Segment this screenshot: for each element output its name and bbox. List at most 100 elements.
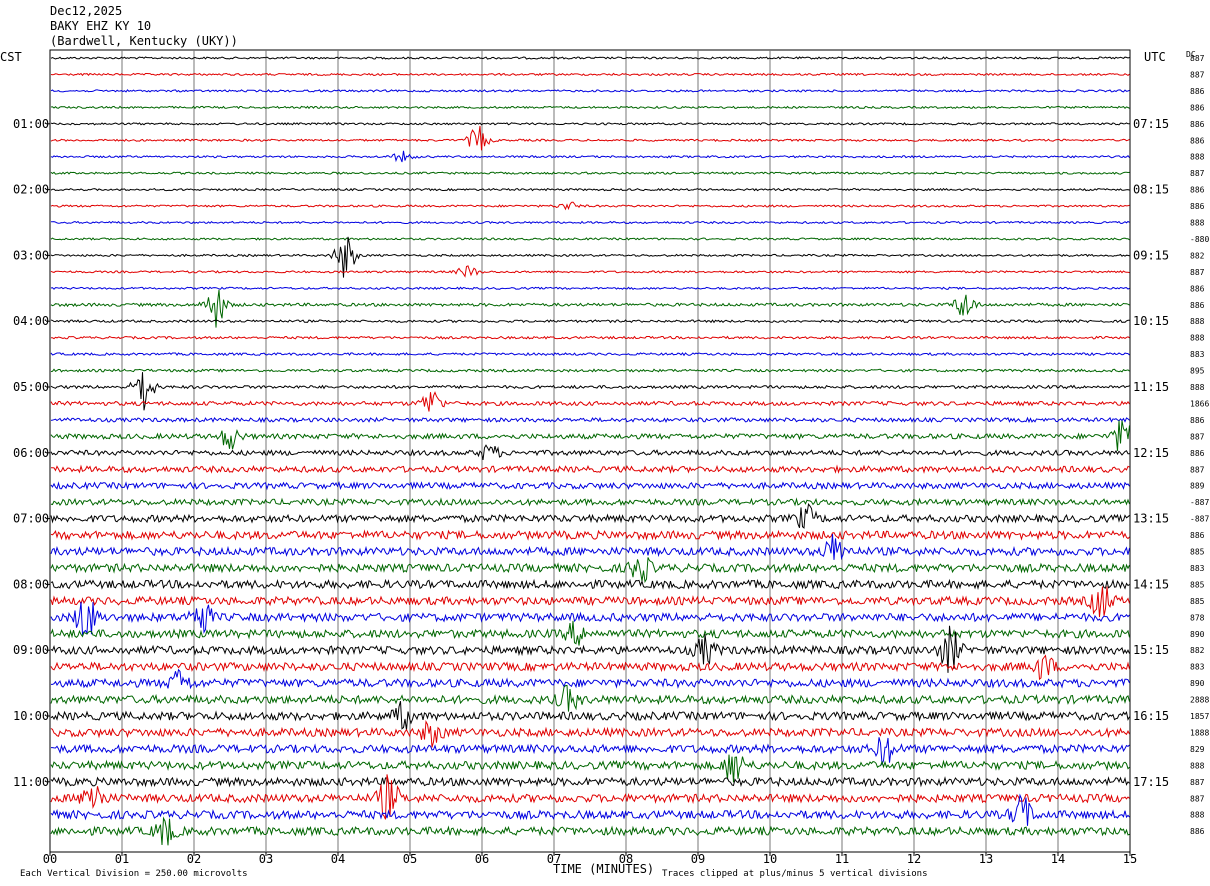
seismic-trace bbox=[50, 220, 1130, 225]
dc-offset-labels: 887 887 886 886 886 886 888 887 886 886 888 -880 882… bbox=[1190, 54, 1209, 836]
dc-offset-value: 885 bbox=[1190, 548, 1205, 557]
x-tick-label: 15 bbox=[1123, 852, 1137, 866]
x-tick-labels: 00 01 02 03 04 05 06 07 08 09 10 11 12 13 14 15 bbox=[43, 852, 1137, 866]
dc-offset-value: 888 bbox=[1190, 811, 1205, 820]
trace-group bbox=[50, 56, 1130, 846]
seismic-trace bbox=[50, 125, 1130, 151]
x-tick-label: 05 bbox=[403, 852, 417, 866]
seismic-trace bbox=[50, 289, 1130, 328]
dc-offset-value: 888 bbox=[1190, 317, 1205, 326]
dc-offset-value: 888 bbox=[1190, 334, 1205, 343]
seismic-trace bbox=[50, 774, 1130, 820]
seismic-trace bbox=[50, 601, 1130, 636]
dc-offset-value: 883 bbox=[1190, 350, 1205, 359]
seismic-trace bbox=[50, 816, 1130, 846]
left-time-label: 11:00 bbox=[13, 775, 49, 789]
seismic-trace bbox=[50, 56, 1130, 60]
right-time-label: 17:15 bbox=[1133, 775, 1169, 789]
dc-offset-value: 886 bbox=[1190, 301, 1205, 310]
right-time-label: 11:15 bbox=[1133, 380, 1169, 394]
dc-offset-value: 887 bbox=[1190, 54, 1205, 63]
seismic-trace bbox=[51, 668, 1130, 690]
seismic-trace bbox=[50, 372, 1130, 411]
x-tick-label: 11 bbox=[835, 852, 849, 866]
seismic-trace bbox=[50, 464, 1130, 475]
location-label: (Bardwell, Kentucky (UKY)) bbox=[50, 34, 238, 48]
dc-offset-value: 885 bbox=[1190, 580, 1205, 589]
dc-offset-value: 888 bbox=[1190, 761, 1205, 770]
dc-offset-value: 886 bbox=[1190, 87, 1205, 96]
right-time-label: 10:15 bbox=[1133, 314, 1169, 328]
left-time-label: 05:00 bbox=[13, 380, 49, 394]
dc-offset-value: 1866 bbox=[1190, 399, 1209, 408]
dc-offset-value: 882 bbox=[1190, 646, 1205, 655]
dc-offset-value: 886 bbox=[1190, 103, 1205, 112]
plot-border bbox=[49, 49, 1131, 853]
dc-offset-value: 1857 bbox=[1190, 712, 1209, 721]
seismic-trace bbox=[50, 368, 1130, 373]
dc-offset-value: 888 bbox=[1190, 383, 1205, 392]
dc-offset-value: 888 bbox=[1190, 219, 1205, 228]
left-time-label: 04:00 bbox=[13, 314, 49, 328]
dc-offset-value: 2888 bbox=[1190, 696, 1209, 705]
dc-offset-value: 883 bbox=[1190, 564, 1205, 573]
dc-offset-value: 895 bbox=[1190, 367, 1205, 376]
dc-offset-value: 887 bbox=[1190, 432, 1205, 441]
seismic-trace bbox=[50, 793, 1130, 826]
date-label: Dec12,2025 bbox=[50, 4, 123, 18]
seismic-trace bbox=[50, 150, 1130, 163]
dc-offset-value: 882 bbox=[1190, 251, 1205, 260]
seismic-trace bbox=[50, 420, 1130, 451]
seismic-trace bbox=[50, 286, 1130, 291]
seismic-trace bbox=[50, 187, 1130, 192]
seismic-trace bbox=[50, 586, 1130, 618]
dc-offset-value: 886 bbox=[1190, 827, 1205, 836]
right-time-label: 08:15 bbox=[1133, 183, 1169, 197]
seismic-trace bbox=[50, 89, 1130, 93]
left-time-label: 06:00 bbox=[13, 446, 49, 460]
scale-note: Each Vertical Division = 250.00 microvol… bbox=[20, 869, 248, 879]
left-time-label: 01:00 bbox=[13, 117, 49, 131]
seismic-trace bbox=[50, 700, 1130, 731]
left-timezone-label: CST bbox=[0, 50, 22, 64]
station-label: BAKY EHZ KY 10 bbox=[50, 19, 152, 33]
left-time-label: 09:00 bbox=[13, 643, 49, 657]
dc-offset-value: -887 bbox=[1190, 498, 1209, 507]
seismic-trace bbox=[51, 737, 1130, 766]
dc-offset-value: 878 bbox=[1190, 613, 1205, 622]
x-tick-label: 00 bbox=[43, 852, 57, 866]
x-tick-label: 13 bbox=[979, 852, 993, 866]
x-tick-label: 09 bbox=[691, 852, 705, 866]
x-axis-label: TIME (MINUTES) bbox=[553, 862, 654, 876]
seismic-trace bbox=[50, 237, 1130, 241]
dc-offset-value: 887 bbox=[1190, 268, 1205, 277]
seismic-trace bbox=[50, 352, 1130, 357]
dc-offset-value: 886 bbox=[1190, 136, 1205, 145]
dc-offset-value: 889 bbox=[1190, 482, 1205, 491]
seismic-trace bbox=[50, 319, 1130, 324]
dc-offset-value: 886 bbox=[1190, 531, 1205, 540]
left-time-label: 08:00 bbox=[13, 577, 49, 591]
seismic-trace bbox=[50, 684, 1130, 712]
dc-offset-value: 1888 bbox=[1190, 728, 1209, 737]
x-tick-label: 07 bbox=[547, 852, 561, 866]
dc-offset-value: 886 bbox=[1190, 202, 1205, 211]
left-time-label: 03:00 bbox=[13, 248, 49, 262]
right-time-label: 13:15 bbox=[1133, 512, 1169, 526]
right-time-label: 12:15 bbox=[1133, 446, 1169, 460]
seismic-trace bbox=[50, 265, 1130, 278]
dc-offset-value: -880 bbox=[1190, 235, 1209, 244]
seismic-trace bbox=[50, 171, 1130, 175]
seismic-trace bbox=[50, 481, 1130, 491]
seismic-trace bbox=[50, 105, 1130, 110]
seismic-trace bbox=[50, 391, 1130, 412]
dc-offset-value: 888 bbox=[1190, 153, 1205, 162]
x-tick-label: 08 bbox=[619, 852, 633, 866]
seismic-trace bbox=[50, 529, 1130, 541]
x-tick-label: 14 bbox=[1051, 852, 1065, 866]
dc-offset-value: 885 bbox=[1190, 597, 1205, 606]
seismic-trace bbox=[50, 201, 1130, 211]
dc-offset-value: 886 bbox=[1190, 416, 1205, 425]
left-time-label: 02:00 bbox=[13, 183, 49, 197]
dc-offset-value: 890 bbox=[1190, 679, 1205, 688]
